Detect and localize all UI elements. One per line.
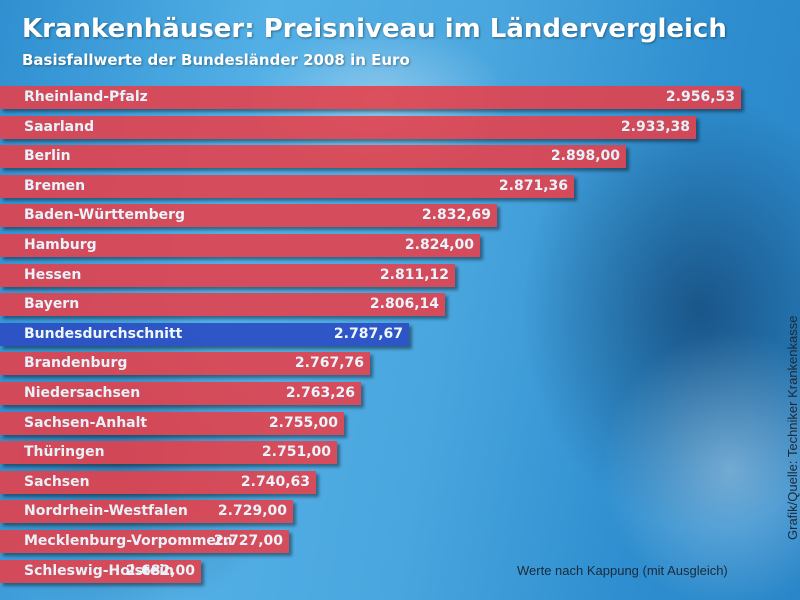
bar-schleswig-holstein: Schleswig-Holstein 2.682,00 [0,560,201,583]
bar-value-label: 2.871,36 [498,178,568,194]
footnote: Werte nach Kappung (mit Ausgleich) [517,563,728,578]
bar-hamburg: Hamburg 2.824,00 [0,234,480,257]
bar-thüringen: Thüringen 2.751,00 [0,441,337,464]
bar-value-label: 2.727,00 [213,533,283,549]
bar-bundesdurchschnitt: Bundesdurchschnitt 2.787,67 [0,323,409,346]
bar-label: Sachsen [24,474,90,490]
bar-bremen: Bremen 2.871,36 [0,175,574,198]
bar-label: Bayern [24,296,80,312]
bar-sachsen-anhalt: Sachsen-Anhalt 2.755,00 [0,412,344,435]
chart-title: Krankenhäuser: Preisniveau im Länderverg… [22,14,727,44]
bar-label: Mecklenburg-Vorpommern [24,533,233,549]
bar-value-label: 2.806,14 [369,296,439,312]
bar-value-label: 2.811,12 [379,267,449,283]
bar-label: Hamburg [24,237,97,253]
bar-label: Schleswig-Holstein [24,563,174,579]
bar-label: Brandenburg [24,355,128,371]
bar-niedersachsen: Niedersachsen 2.763,26 [0,382,361,405]
bar-hessen: Hessen 2.811,12 [0,264,455,287]
bar-value-label: 2.763,26 [285,385,355,401]
bar-label: Bremen [24,178,86,194]
photo-shading [600,330,800,600]
bar-value-label: 2.682,00 [125,563,195,579]
bar-label: Sachsen-Anhalt [24,415,148,431]
bar-value-label: 2.933,38 [620,119,690,135]
chart-subtitle: Basisfallwerte der Bundesländer 2008 in … [22,51,410,69]
bar-value-label: 2.898,00 [550,148,620,164]
bar-label: Berlin [24,148,71,164]
bar-sachsen: Sachsen 2.740,63 [0,471,316,494]
bar-label: Nordrhein-Westfalen [24,503,188,519]
bar-nordrhein-westfalen: Nordrhein-Westfalen 2.729,00 [0,500,293,523]
bar-value-label: 2.824,00 [404,237,474,253]
bar-label: Rheinland-Pfalz [24,89,148,105]
bar-bayern: Bayern 2.806,14 [0,293,445,316]
bar-value-label: 2.740,63 [240,474,310,490]
bar-value-label: 2.751,00 [261,444,331,460]
bar-berlin: Berlin 2.898,00 [0,145,626,168]
bar-rheinland-pfalz: Rheinland-Pfalz 2.956,53 [0,86,741,109]
bar-label: Hessen [24,267,82,283]
bar-value-label: 2.767,76 [294,355,364,371]
bar-value-label: 2.729,00 [217,503,287,519]
bar-label: Bundesdurchschnitt [24,326,183,342]
source-credit: Grafik/Quelle: Techniker Krankenkasse [785,315,800,540]
bar-label: Thüringen [24,444,105,460]
bar-baden-württemberg: Baden-Württemberg 2.832,69 [0,204,497,227]
bar-label: Saarland [24,119,95,135]
bar-label: Niedersachsen [24,385,141,401]
bar-saarland: Saarland 2.933,38 [0,116,696,139]
bar-mecklenburg-vorpommern: Mecklenburg-Vorpommern 2.727,00 [0,530,289,553]
bar-label: Baden-Württemberg [24,207,186,223]
bar-value-label: 2.755,00 [268,415,338,431]
bar-brandenburg: Brandenburg 2.767,76 [0,352,370,375]
bar-value-label: 2.956,53 [665,89,735,105]
bar-value-label: 2.832,69 [421,207,491,223]
bar-value-label: 2.787,67 [333,326,403,342]
